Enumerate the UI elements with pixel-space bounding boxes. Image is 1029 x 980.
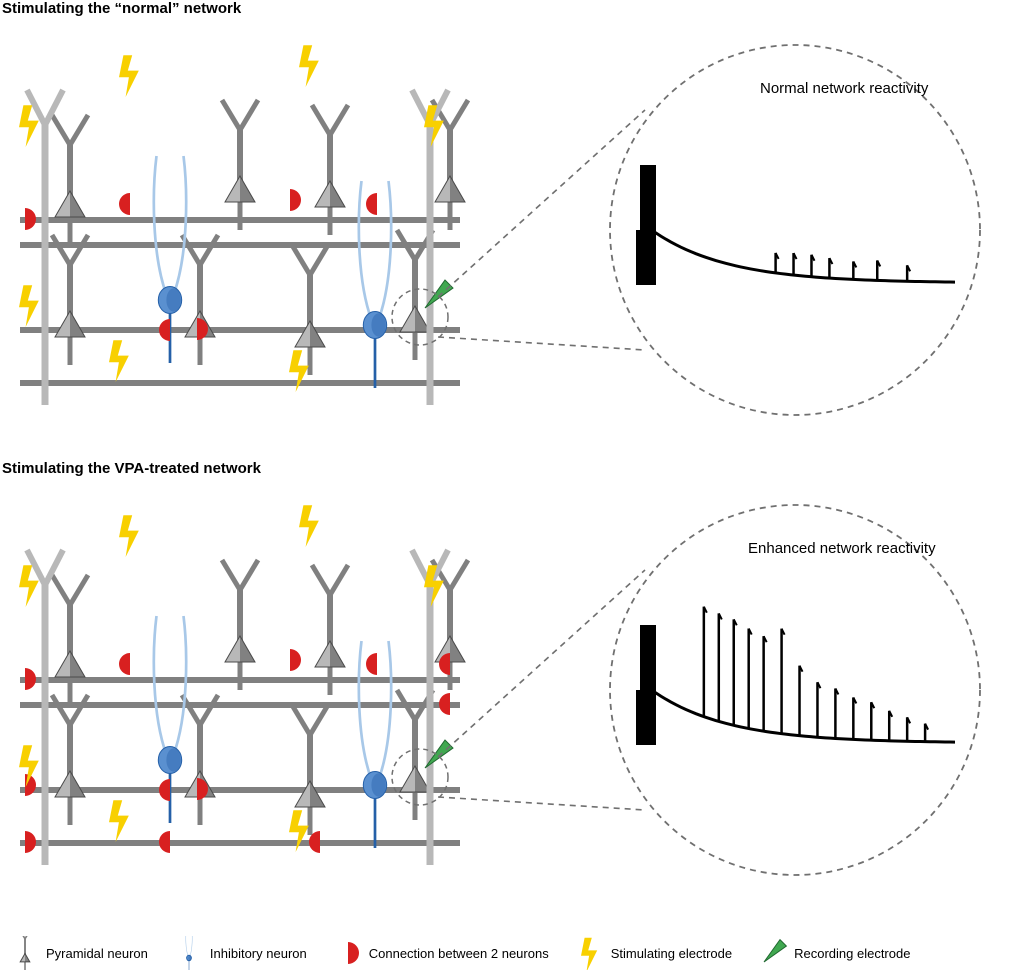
detail-label-normal: Normal network reactivity	[760, 80, 928, 97]
legend-item-connection: Connection between 2 neurons	[333, 936, 549, 970]
legend-label: Recording electrode	[794, 946, 910, 961]
recording-icon	[758, 936, 788, 970]
inhibitory-icon	[174, 936, 204, 970]
section-title-vpa: Stimulating the VPA-treated network	[2, 460, 261, 477]
pyramidal-icon	[10, 936, 40, 970]
legend-item-recording: Recording electrode	[758, 936, 910, 970]
legend-label: Pyramidal neuron	[46, 946, 148, 961]
legend-label: Inhibitory neuron	[210, 946, 307, 961]
section-title-normal: Stimulating the “normal” network	[2, 0, 241, 17]
legend-label: Stimulating electrode	[611, 946, 732, 961]
legend-item-inhibitory: Inhibitory neuron	[174, 936, 307, 970]
legend: Pyramidal neuron Inhibitory neuron Connect…	[10, 936, 928, 970]
network-diagram-normal	[10, 25, 470, 405]
legend-label: Connection between 2 neurons	[369, 946, 549, 961]
legend-item-pyramidal: Pyramidal neuron	[10, 936, 148, 970]
network-diagram-vpa	[10, 485, 470, 865]
stimulate-icon	[575, 936, 605, 970]
legend-item-stimulate: Stimulating electrode	[575, 936, 732, 970]
connection-icon	[333, 936, 363, 970]
detail-label-vpa: Enhanced network reactivity	[748, 540, 936, 557]
